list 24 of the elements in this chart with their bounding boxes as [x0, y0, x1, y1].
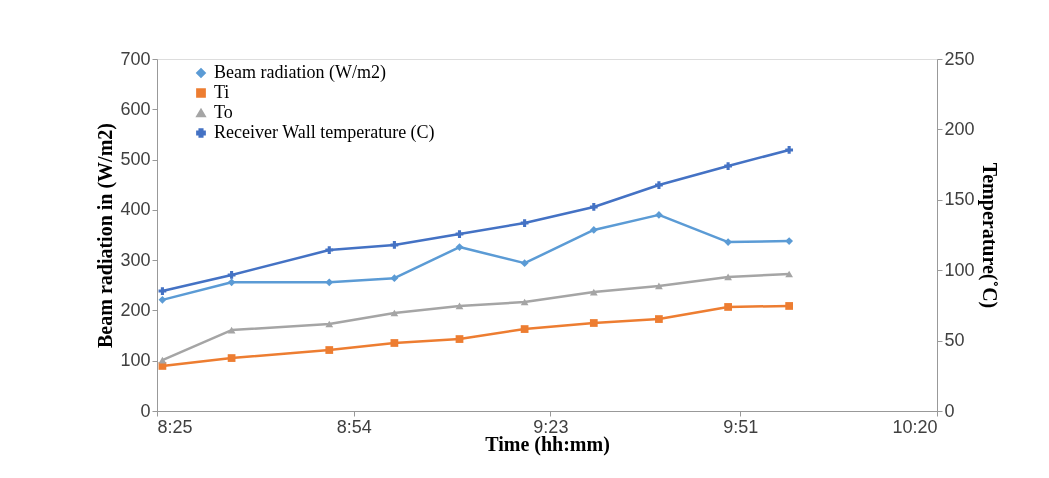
legend-label: Ti [214, 82, 230, 102]
y-tick-label: 600 [120, 98, 151, 119]
y2-tick-label: 250 [944, 48, 975, 69]
legend-label: To [214, 102, 233, 122]
y-tick-label: 100 [120, 350, 151, 371]
x-tick-label: 8:54 [336, 416, 372, 437]
legend-label: Beam radiation (W/m2) [214, 62, 386, 83]
legend-label: Receiver Wall temperature (C) [214, 122, 435, 143]
x-tick-label: 9:51 [723, 416, 759, 437]
y2-axis-title: Temperature(˚C) [977, 162, 1001, 309]
y-tick-label: 500 [120, 149, 151, 170]
y-axis-title: Beam radiation in (W/m2) [94, 123, 118, 348]
y2-tick-label: 150 [944, 189, 975, 210]
x-tick-label: 8:25 [157, 416, 193, 437]
x-tick-label: 10:20 [892, 416, 938, 437]
y-tick-label: 400 [120, 199, 151, 220]
y2-tick-label: 0 [944, 400, 955, 421]
y-tick-label: 200 [120, 299, 151, 320]
y-tick-label: 700 [120, 48, 151, 69]
y2-tick-label: 100 [944, 259, 975, 280]
y-tick-label: 300 [120, 249, 151, 270]
y-tick-label: 0 [140, 400, 151, 421]
y2-tick-label: 200 [944, 118, 975, 139]
y2-tick-label: 50 [944, 330, 965, 351]
